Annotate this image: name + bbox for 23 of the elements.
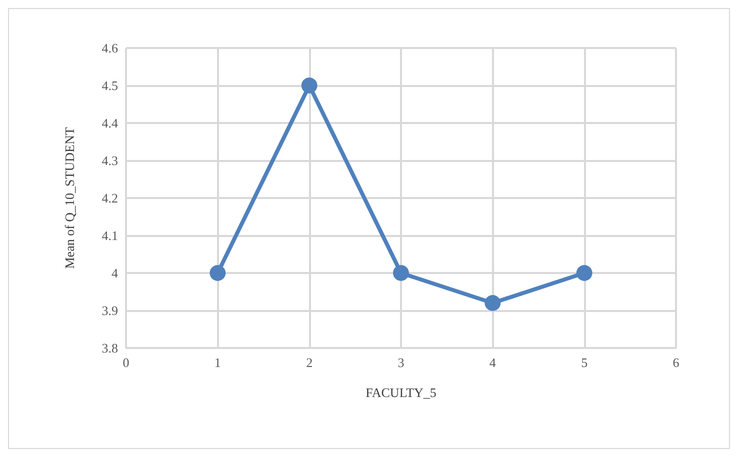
- x-tick-label: 6: [672, 355, 680, 370]
- y-tick-label: 4.5: [102, 78, 118, 93]
- x-tick-label: 3: [398, 355, 404, 370]
- x-tick-label: 0: [122, 355, 130, 370]
- y-tick-label: 4: [112, 266, 118, 280]
- y-tick-label: 3.9: [102, 303, 118, 318]
- point: [484, 295, 501, 311]
- point: [210, 265, 226, 281]
- y-tick-label: 4.2: [102, 190, 118, 206]
- y-tick-label: 3.8: [102, 340, 118, 356]
- x-tick-label: 1: [214, 355, 221, 370]
- y-tick-label: 4.1: [102, 228, 118, 243]
- x-tick-label: 2: [306, 355, 313, 370]
- x-tick-label: 5: [581, 355, 588, 370]
- y-tick-label: 4.6: [102, 40, 118, 56]
- point: [576, 265, 592, 281]
- y-tick-label: 4.3: [102, 153, 118, 168]
- point: [301, 78, 318, 94]
- y-axis-title: Mean of Q_10_STUDENT: [62, 127, 77, 269]
- x-axis-title: FACULTY_5: [366, 385, 436, 400]
- x-tick-label: 4: [489, 355, 496, 370]
- y-tick-label: 4.4: [102, 116, 118, 130]
- point: [393, 265, 409, 281]
